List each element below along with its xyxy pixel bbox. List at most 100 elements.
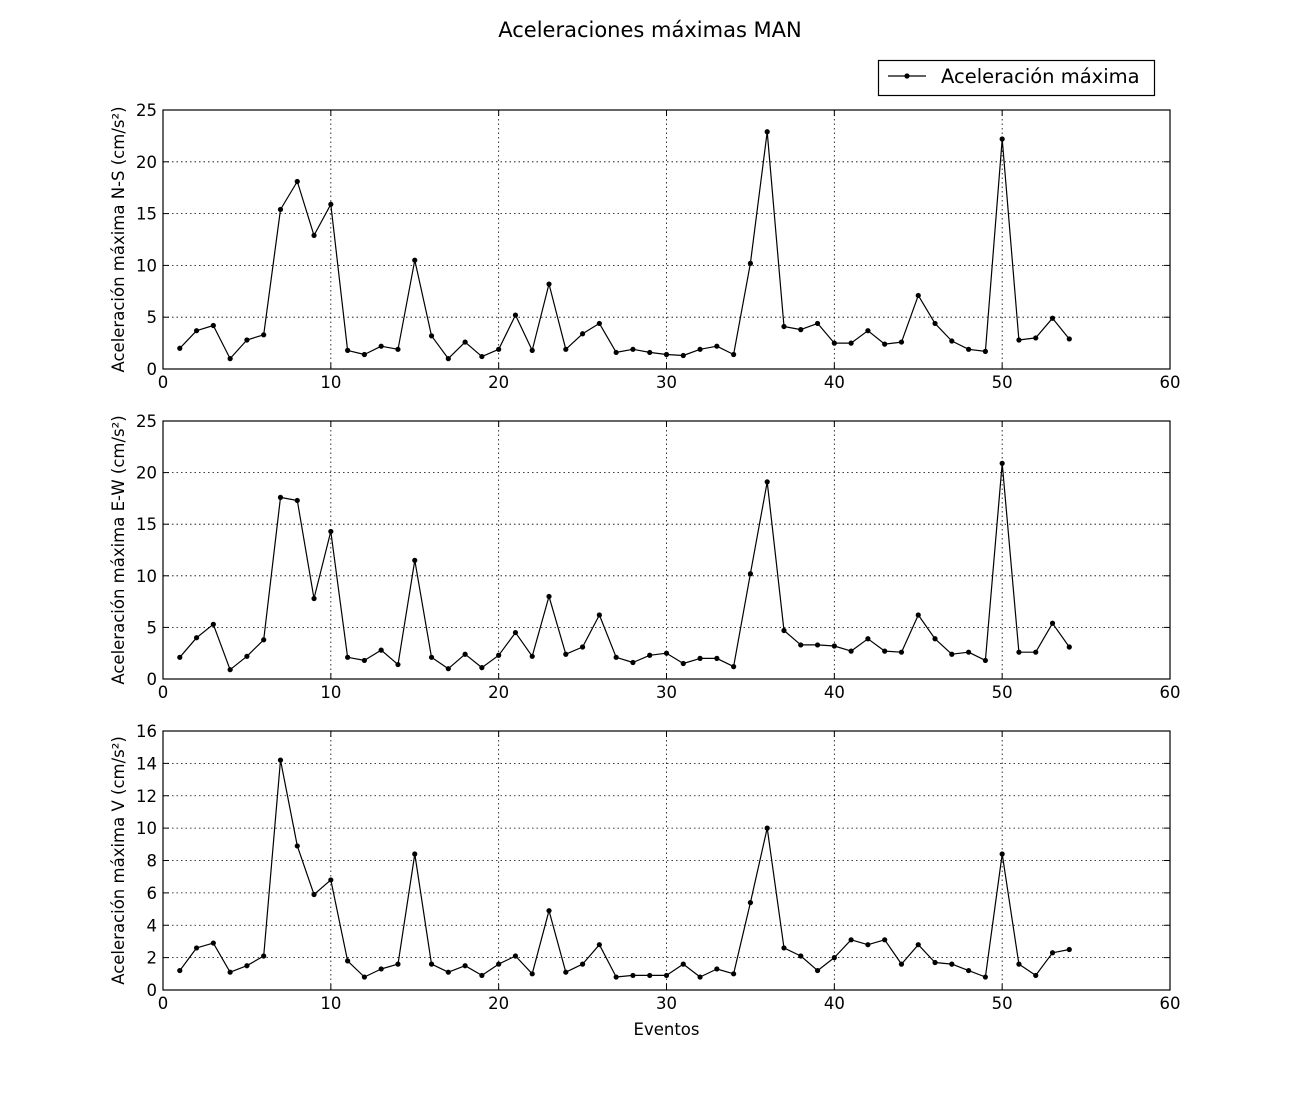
data-point: [277, 494, 284, 500]
data-point: [1033, 649, 1039, 655]
y-tick-label: 5: [147, 618, 158, 637]
data-point: [613, 974, 619, 980]
data-point: [311, 891, 317, 898]
data-point: [277, 757, 284, 763]
y-tick-label: 12: [136, 787, 157, 806]
data-point: [579, 644, 586, 650]
data-point: [1049, 620, 1056, 626]
data-point: [462, 339, 468, 345]
data-point: [613, 349, 619, 356]
data-point: [1033, 335, 1039, 341]
data-point: [512, 312, 519, 318]
data-point: [445, 666, 451, 672]
data-point: [982, 348, 988, 354]
x-tick-label: 40: [824, 683, 845, 702]
data-point: [193, 945, 200, 951]
data-point: [328, 201, 334, 207]
data-point: [261, 953, 267, 959]
data-point: [848, 648, 854, 654]
data-point: [949, 651, 955, 657]
y-tick-label: 5: [147, 308, 158, 327]
data-point: [966, 967, 972, 974]
data-point: [999, 460, 1005, 466]
data-point: [311, 595, 317, 602]
legend-marker-sample: [904, 73, 910, 79]
data-point: [596, 612, 602, 618]
data-point: [999, 136, 1005, 142]
data-point: [798, 327, 804, 333]
y-tick-label: 10: [136, 256, 157, 275]
data-point: [496, 346, 502, 352]
data-point: [563, 969, 569, 975]
data-point: [831, 955, 837, 961]
data-point: [1033, 972, 1039, 979]
data-point: [529, 347, 535, 353]
panel-2: 0 10 20 30 40 50 60 0 5 10 15 20 25 Aceleración máxim…: [109, 412, 1181, 702]
data-point: [1016, 649, 1022, 655]
y-tick-label: 2: [147, 949, 158, 968]
data-point: [663, 351, 670, 358]
y-tick-label: 14: [136, 754, 157, 773]
data-point: [227, 356, 233, 362]
data-point: [647, 972, 653, 979]
x-tick-label: 30: [656, 683, 677, 702]
data-point: [227, 667, 233, 673]
data-point: [395, 961, 401, 967]
data-point: [546, 908, 552, 914]
data-point: [747, 571, 754, 577]
data-point: [831, 643, 837, 649]
data-point: [949, 338, 955, 344]
legend-frame: [877, 59, 1156, 97]
data-point: [882, 341, 888, 347]
series-line: [179, 131, 1070, 360]
y-tick-label: 0: [147, 670, 158, 689]
data-point: [261, 332, 267, 338]
data-point: [865, 328, 871, 334]
data-point: [378, 966, 384, 972]
data-point: [378, 647, 384, 653]
y-tick-label: 4: [147, 916, 158, 935]
data-point: [579, 961, 586, 967]
plot-frame: [162, 420, 1171, 680]
data-point: [882, 648, 888, 654]
legend-label: Aceleración máxima: [941, 65, 1140, 88]
data-point: [714, 343, 720, 349]
data-point: [529, 653, 535, 659]
data-point: [244, 963, 250, 969]
data-point: [479, 972, 485, 979]
data-point: [328, 528, 334, 535]
y-axis-label: Aceleración máxima E-W (cm/s²): [109, 415, 128, 684]
data-point: [781, 945, 787, 951]
data-point: [865, 636, 871, 642]
legend: Aceleración máxima: [877, 59, 1156, 97]
data-point: [613, 654, 619, 660]
data-point: [311, 232, 317, 238]
data-point: [328, 877, 334, 883]
data-point: [697, 655, 703, 661]
data-point: [680, 660, 686, 667]
data-point: [814, 967, 821, 974]
data-point: [731, 351, 737, 358]
series-line: [179, 462, 1070, 671]
data-point: [462, 963, 468, 969]
x-tick-label: 30: [656, 994, 677, 1013]
data-point: [714, 655, 720, 661]
y-tick-label: 15: [136, 205, 157, 224]
data-point: [647, 349, 653, 356]
data-point: [294, 178, 300, 185]
data-point: [898, 339, 905, 345]
data-point: [747, 899, 754, 906]
x-tick-label: 30: [656, 373, 677, 392]
data-point: [915, 292, 921, 299]
data-point: [663, 972, 670, 979]
x-tick-label: 10: [320, 373, 341, 392]
data-point: [210, 621, 216, 627]
x-tick-label: 50: [992, 683, 1013, 702]
data-point: [764, 479, 770, 485]
data-point: [982, 657, 988, 664]
y-tick-label: 0: [147, 360, 158, 379]
data-point: [412, 257, 418, 263]
x-axis-label: Eventos: [634, 1020, 700, 1039]
panel-1: 0 10 20 30 40 50 60 0 5 10 15 20 25 Aceleración máxim…: [109, 101, 1181, 392]
